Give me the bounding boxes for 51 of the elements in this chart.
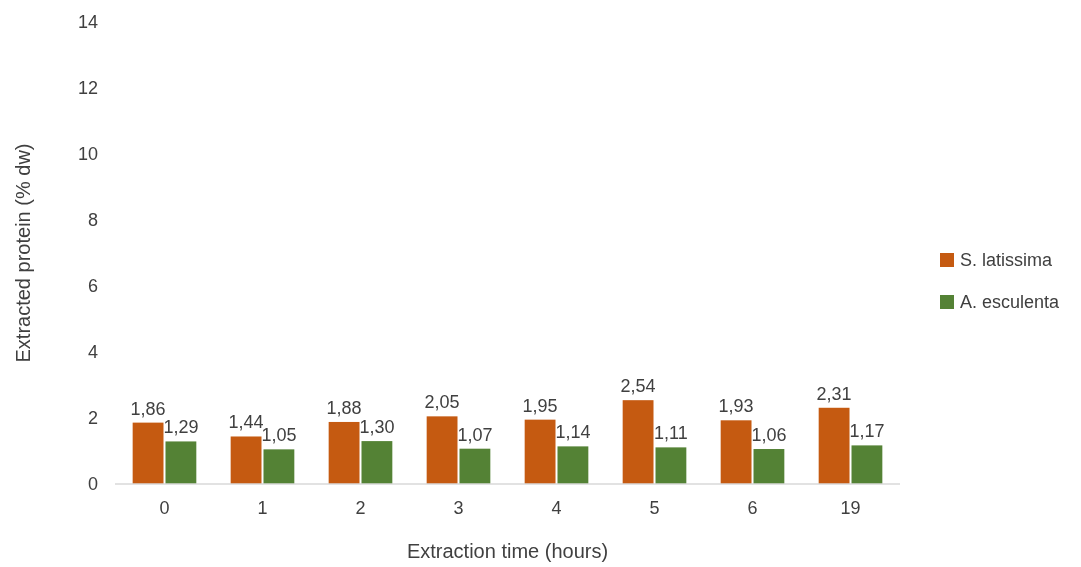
y-tick-label: 8 [87,210,98,231]
x-tick-label: 4 [551,498,562,518]
y-tick-label: 14 [77,12,98,33]
data-label: 1,17 [849,421,885,442]
data-label: 1,14 [555,422,591,443]
bar [851,445,883,484]
y-tick-label: 0 [87,474,98,495]
bar [557,446,589,484]
bar [818,407,850,484]
data-label: 2,05 [424,392,460,413]
data-label: 1,93 [718,396,754,417]
bar [524,419,556,484]
data-label: 1,95 [522,395,558,416]
y-tick-label: 12 [77,78,98,99]
bar [165,441,197,484]
y-axis-title: Extracted protein (% dw) [12,143,34,363]
x-tick-label: 0 [159,498,170,518]
bar [622,400,654,484]
x-tick-label: 19 [840,498,861,518]
data-label: 2,54 [620,376,656,397]
data-label: 1,06 [751,425,787,446]
x-tick-label: 1 [257,498,268,518]
y-tick-label: 10 [77,144,98,165]
bar [361,441,393,484]
y-tick-label: 6 [87,276,98,297]
legend-label: A. esculenta [960,292,1061,313]
legend-label: S. latissima [960,250,1054,271]
bar [459,448,491,484]
data-label: 1,88 [326,397,362,418]
x-tick-label: 3 [453,498,464,518]
data-label: 1,29 [163,417,199,438]
x-axis-title: Extraction time (hours) [406,540,609,562]
data-label: 1,44 [228,412,264,433]
data-label: 1,11 [654,423,688,444]
x-tick-label: 6 [747,498,758,518]
bar [263,449,295,484]
bar [753,449,785,484]
bar [132,422,164,484]
data-label: 1,86 [130,398,166,419]
bar [655,447,687,484]
bar [230,436,262,484]
y-tick-label: 2 [87,408,98,429]
bar [720,420,752,484]
data-label: 1,30 [359,417,395,438]
y-tick-label: 4 [87,342,98,363]
data-label: 2,31 [816,383,852,404]
bar [328,421,360,484]
x-tick-label: 5 [649,498,660,518]
x-tick-label: 2 [355,498,366,518]
data-label: 1,07 [457,424,493,445]
bar [426,416,458,484]
